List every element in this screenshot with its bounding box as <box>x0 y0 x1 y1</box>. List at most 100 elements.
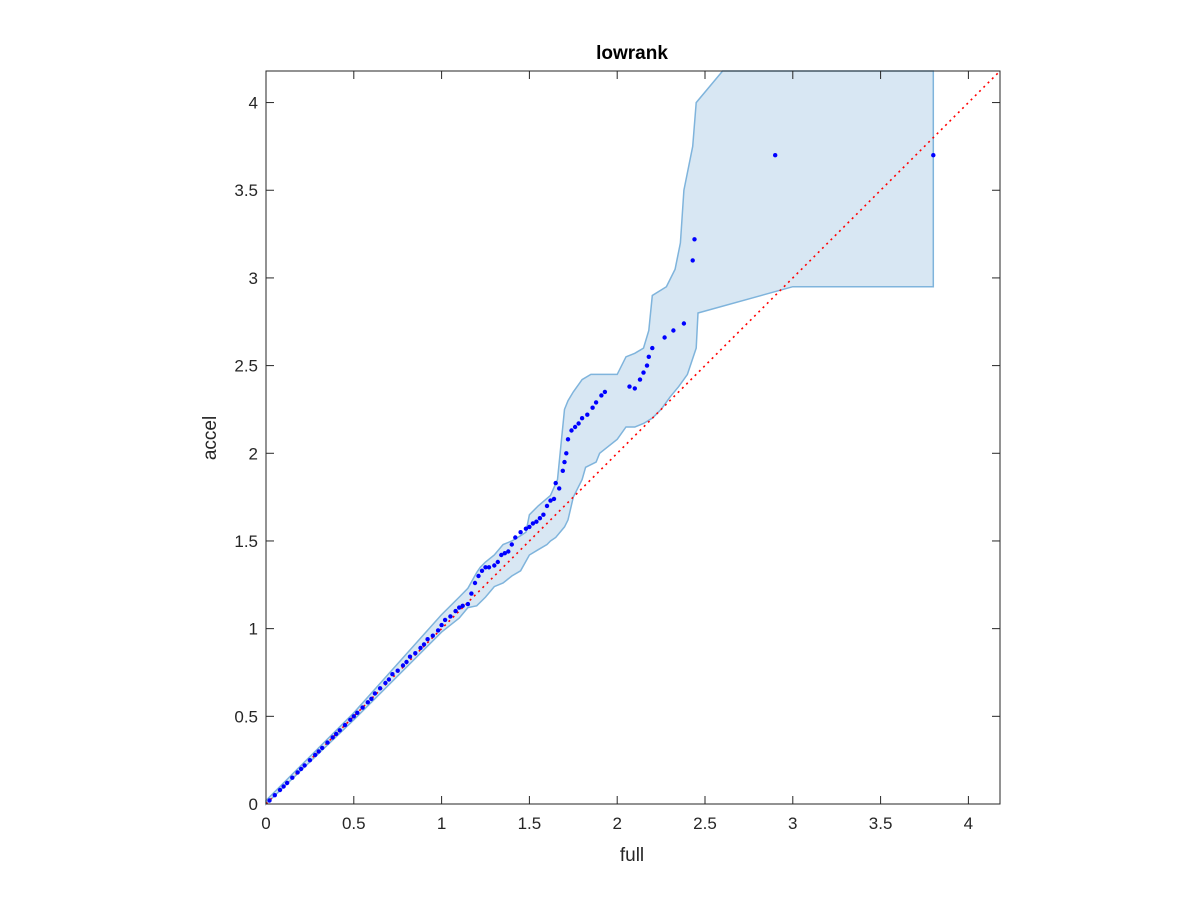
data-point <box>593 400 599 405</box>
data-point <box>599 393 604 398</box>
data-point <box>483 565 488 570</box>
data-point <box>523 526 529 531</box>
x-tick-label: 3.5 <box>869 814 893 833</box>
data-point <box>486 565 492 570</box>
data-point <box>537 516 543 521</box>
data-point <box>644 363 650 368</box>
data-point <box>302 763 307 768</box>
data-point <box>931 153 936 158</box>
data-point <box>690 258 695 263</box>
y-tick-label: 0.5 <box>234 707 258 726</box>
data-point <box>313 752 318 758</box>
data-point <box>418 645 423 651</box>
data-point <box>407 654 413 659</box>
data-point <box>298 766 304 772</box>
data-point <box>548 498 553 503</box>
data-point <box>448 614 453 619</box>
data-point <box>277 787 283 793</box>
data-point <box>439 622 444 628</box>
data-point <box>544 503 550 509</box>
data-point <box>442 617 448 623</box>
data-point <box>281 784 286 789</box>
data-point <box>564 451 569 456</box>
confidence-band <box>265 70 935 806</box>
data-point <box>650 345 655 351</box>
data-point <box>325 740 330 745</box>
data-point <box>671 328 676 333</box>
x-axis-ticks: 0 0.5 1 1.5 2 2.5 3 3.5 4 <box>261 71 973 833</box>
data-point <box>492 563 497 568</box>
data-point <box>435 628 441 633</box>
data-point <box>637 377 643 382</box>
data-point <box>692 237 697 242</box>
data-point <box>472 580 478 586</box>
x-tick-label: 1 <box>437 814 446 833</box>
data-point <box>365 700 370 705</box>
data-point <box>576 421 581 426</box>
data-point <box>773 153 778 158</box>
data-point <box>641 370 646 375</box>
x-axis-label: full <box>620 845 644 866</box>
data-point <box>307 758 313 763</box>
data-point <box>421 642 427 647</box>
data-point <box>295 770 300 775</box>
data-point <box>413 651 418 656</box>
data-point <box>513 535 518 540</box>
data-point <box>569 428 574 433</box>
y-axis-label: accel <box>200 416 221 460</box>
reference-line-layer <box>265 70 1001 805</box>
y-tick-label: 2.5 <box>234 357 258 376</box>
data-point <box>377 686 383 691</box>
data-point <box>541 512 546 517</box>
data-point <box>562 459 567 465</box>
chart-title: lowrank <box>596 43 668 64</box>
data-point <box>565 437 571 442</box>
data-point <box>316 749 321 754</box>
data-point <box>627 384 632 389</box>
confidence-band-layer <box>265 70 935 806</box>
data-point <box>465 601 471 607</box>
data-point <box>585 412 590 417</box>
data-point <box>383 680 388 686</box>
data-point <box>551 496 557 502</box>
y-tick-label: 2 <box>249 444 258 463</box>
data-point <box>509 542 514 547</box>
data-point <box>534 519 539 524</box>
data-point <box>579 416 585 421</box>
data-point <box>267 798 272 803</box>
data-point <box>390 672 395 677</box>
y-tick-label: 1 <box>249 620 258 639</box>
data-point <box>320 745 325 751</box>
data-point <box>337 728 342 733</box>
data-point <box>476 573 481 579</box>
data-point <box>348 717 353 722</box>
y-tick-label: 3 <box>249 269 258 288</box>
data-point <box>404 659 409 665</box>
data-point <box>602 389 608 395</box>
x-tick-label: 4 <box>964 814 973 833</box>
data-point <box>560 468 565 473</box>
x-tick-label: 0 <box>261 814 270 833</box>
data-point <box>632 386 637 391</box>
data-point <box>506 549 511 554</box>
y-tick-label: 1.5 <box>234 532 258 551</box>
x-tick-label: 2 <box>612 814 621 833</box>
y-axis-ticks: 0 0.5 1 1.5 2 2.5 3 3.5 4 <box>234 94 1000 814</box>
y-tick-label: 4 <box>249 94 258 113</box>
data-point <box>284 780 290 786</box>
data-points-layer <box>267 153 936 803</box>
data-point <box>334 731 339 737</box>
y-tick-label: 0 <box>249 795 258 814</box>
x-tick-label: 3 <box>788 814 797 833</box>
axes-box <box>265 70 1001 805</box>
data-point <box>499 552 504 558</box>
data-point <box>527 524 532 530</box>
data-point <box>479 568 485 573</box>
data-point <box>330 735 335 740</box>
data-point <box>502 551 507 556</box>
data-point <box>386 677 392 682</box>
data-point <box>425 637 430 642</box>
data-point <box>662 335 667 340</box>
axes-frame <box>265 70 1001 805</box>
